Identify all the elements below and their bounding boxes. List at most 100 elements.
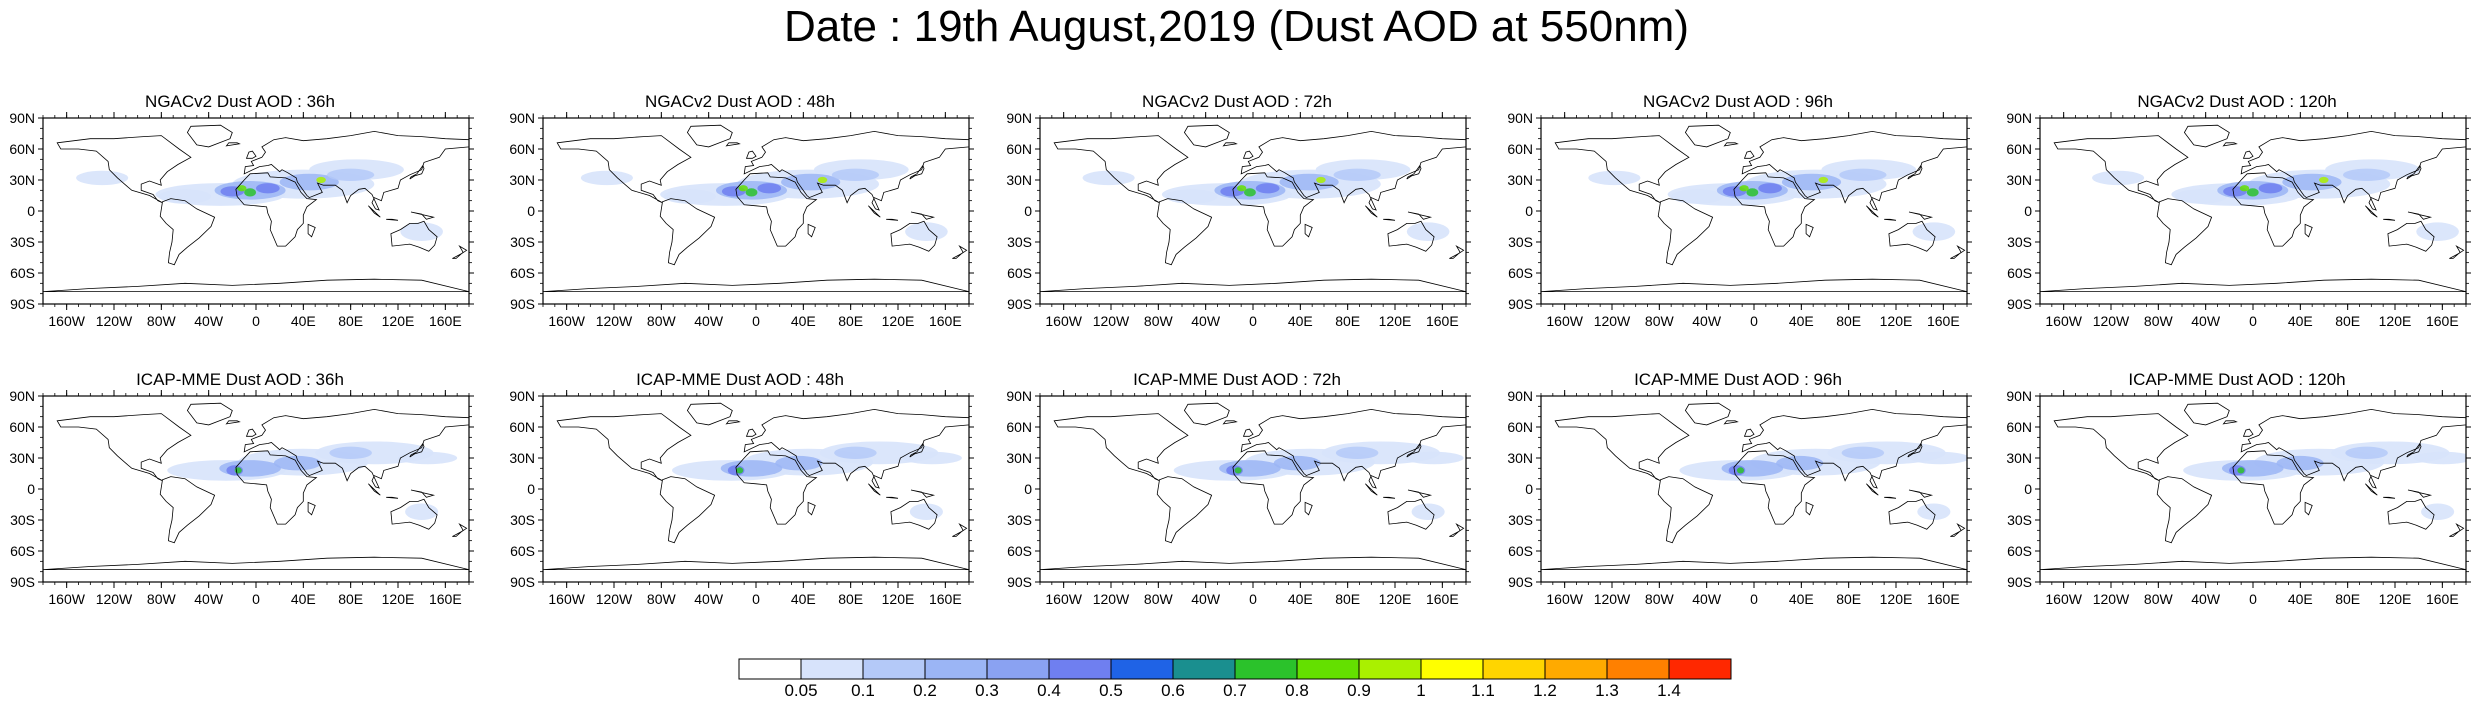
- lat-label: 30N: [1006, 172, 1032, 188]
- dust-plume: [580, 170, 633, 186]
- lat-label: 60S: [2007, 543, 2032, 559]
- coastline: [659, 198, 716, 266]
- coastline: [2222, 420, 2238, 425]
- map-frame: [1540, 395, 1968, 583]
- panel-title: NGACv2 Dust AOD : 120h: [2137, 92, 2337, 111]
- colorbar-swatch: [1544, 658, 1608, 680]
- dust-plume: [1255, 183, 1280, 194]
- coastline: [2232, 172, 2315, 247]
- lat-label: 0: [27, 203, 35, 219]
- coastline: [910, 489, 936, 498]
- lon-label: 160E: [1426, 313, 1459, 329]
- lon-label: 40W: [1692, 591, 1722, 607]
- lon-label: 0: [2249, 591, 2257, 607]
- coastline: [1449, 522, 1465, 537]
- panel-title: ICAP-MME Dust AOD : 36h: [136, 370, 344, 389]
- coastline: [952, 522, 968, 537]
- dust-plume: [2342, 168, 2391, 182]
- lon-label: 160E: [2426, 591, 2459, 607]
- colorbar-label: 0.7: [1223, 681, 1247, 700]
- lon-label: 160E: [929, 313, 962, 329]
- lat-label: 90N: [1507, 388, 1533, 404]
- lon-label: 40W: [694, 313, 724, 329]
- world-map: 90N 60N 30N 0 30S 60S 90S 160W 120W 80W 40W 0 40E 80E…: [1006, 388, 1471, 607]
- lat-label: 60N: [9, 141, 35, 157]
- lon-label: 40E: [791, 313, 816, 329]
- coastline: [543, 556, 969, 571]
- lon-label: 40E: [2288, 313, 2313, 329]
- colorbar-label: 0.9: [1347, 681, 1371, 700]
- coastline: [409, 164, 425, 180]
- figure-title: Date : 19th August,2019 (Dust AOD at 550…: [784, 2, 1689, 51]
- lat-label: 30S: [1007, 234, 1032, 250]
- coastline: [743, 408, 969, 489]
- coastline: [1406, 164, 1422, 180]
- dust-aod-field: [2183, 441, 2466, 520]
- lon-label: 120W: [1594, 591, 1631, 607]
- coastline: [2387, 498, 2435, 530]
- dust-plume: [316, 176, 326, 184]
- dust-plume: [834, 446, 877, 460]
- coastline: [390, 498, 438, 530]
- coastline: [56, 413, 192, 482]
- coastlines: [2040, 124, 2466, 293]
- lon-label: 40W: [694, 591, 724, 607]
- coastline: [952, 244, 968, 259]
- colorbar-swatch: [1482, 658, 1546, 680]
- coastline: [1383, 218, 1396, 221]
- coastline: [807, 501, 816, 516]
- coastline: [743, 130, 969, 211]
- panel-title: ICAP-MME Dust AOD : 96h: [1634, 370, 1842, 389]
- lat-label: 60N: [1507, 141, 1533, 157]
- coastline: [368, 483, 381, 496]
- coastline: [745, 150, 757, 159]
- dust-plume: [329, 446, 372, 460]
- colorbar-label: 1.2: [1533, 681, 1557, 700]
- coastline: [909, 164, 925, 180]
- colorbar-swatch: [1668, 658, 1732, 680]
- dust-plume: [1839, 168, 1887, 182]
- coastline: [410, 489, 436, 498]
- map-panel-ngacv2-48h: NGACv2 Dust AOD : 48h 90N 60N 30N 0 30S 60S 90S…: [500, 92, 980, 372]
- coastline: [2387, 220, 2435, 252]
- lat-label: 0: [1024, 203, 1032, 219]
- dust-aod-field: [76, 159, 443, 241]
- lon-label: 80E: [1335, 591, 1360, 607]
- coastline: [556, 135, 692, 204]
- lon-label: 160E: [2426, 313, 2459, 329]
- map-frame: [1039, 395, 1467, 583]
- lon-label: 0: [1750, 591, 1758, 607]
- colorbar-label: 1: [1416, 681, 1426, 700]
- coastlines: [43, 402, 469, 571]
- coastline: [1040, 556, 1466, 571]
- coastline: [886, 496, 899, 499]
- map-frame: [2039, 117, 2467, 305]
- lat-label: 30N: [509, 172, 535, 188]
- dust-plume: [1244, 188, 1256, 197]
- dust-aod-field: [580, 159, 948, 241]
- dust-plume: [2276, 455, 2324, 471]
- coastline: [2406, 164, 2422, 180]
- dust-plume: [1758, 183, 1782, 194]
- lon-label: 120E: [382, 591, 415, 607]
- dust-plume: [1910, 451, 1967, 465]
- lat-label: 90S: [1508, 574, 1533, 590]
- coastline: [2406, 442, 2422, 458]
- coastline: [2449, 244, 2465, 259]
- coastline: [1304, 223, 1313, 238]
- lat-label: 30N: [9, 450, 35, 466]
- dust-aod-field: [1588, 159, 1956, 241]
- lon-label: 160W: [2045, 591, 2082, 607]
- panel-title: ICAP-MME Dust AOD : 72h: [1133, 370, 1341, 389]
- lat-label: 30S: [510, 512, 535, 528]
- lat-label: 30N: [2006, 172, 2032, 188]
- lat-label: 0: [527, 481, 535, 497]
- dust-plume: [237, 185, 247, 192]
- lon-label: 80W: [147, 591, 177, 607]
- dust-plume: [400, 222, 443, 241]
- coastlines: [43, 124, 469, 293]
- dust-plume: [2246, 188, 2259, 197]
- lon-label: 80E: [838, 313, 863, 329]
- dust-plume: [273, 455, 322, 471]
- coastline: [1733, 450, 1816, 525]
